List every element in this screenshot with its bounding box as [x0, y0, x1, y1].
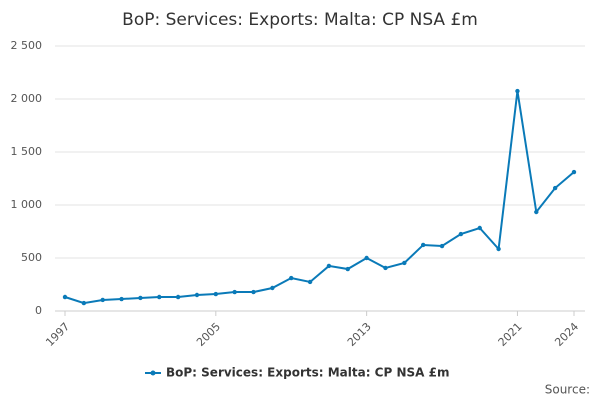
legend-label: BoP: Services: Exports: Malta: CP NSA £m: [166, 366, 449, 380]
point: [270, 285, 275, 291]
point: [552, 185, 558, 191]
point: [458, 231, 464, 237]
point: [289, 275, 294, 281]
point: [194, 292, 200, 298]
point: [326, 263, 332, 269]
point: [364, 255, 369, 261]
y-tick-label: 2 000: [11, 92, 43, 105]
point: [62, 294, 68, 300]
point: [515, 88, 520, 94]
y-tick-label: 500: [21, 251, 42, 264]
chart-title: BoP: Services: Exports: Malta: CP NSA £m: [122, 10, 478, 30]
point: [307, 279, 313, 285]
point: [383, 265, 388, 271]
point: [213, 291, 219, 297]
point: [439, 243, 445, 249]
point: [534, 209, 539, 215]
x-tick-label: 2021: [496, 320, 525, 349]
point: [477, 225, 482, 231]
point: [420, 242, 426, 248]
point: [345, 266, 350, 272]
y-tick-label: 1 000: [11, 198, 43, 211]
point: [100, 297, 105, 303]
x-tick-label: 2013: [345, 320, 374, 349]
point: [232, 289, 237, 295]
y-tick-label: 2 500: [11, 39, 43, 52]
x-tick-label: 2024: [552, 320, 581, 349]
x-tick-label: 1997: [43, 320, 72, 349]
y-tick-label: 0: [35, 304, 42, 317]
point: [402, 260, 407, 266]
point: [496, 246, 501, 252]
x-tick-label: 2005: [194, 320, 223, 349]
point: [251, 289, 256, 295]
line: [64, 90, 575, 305]
source: Source:: [545, 383, 590, 397]
legend-dot: [150, 370, 156, 376]
y-tick-label: 1 500: [11, 145, 43, 158]
point: [157, 294, 162, 300]
point: [138, 295, 143, 301]
point: [119, 296, 124, 302]
point: [81, 300, 87, 306]
point: [175, 294, 181, 300]
point: [571, 169, 577, 175]
